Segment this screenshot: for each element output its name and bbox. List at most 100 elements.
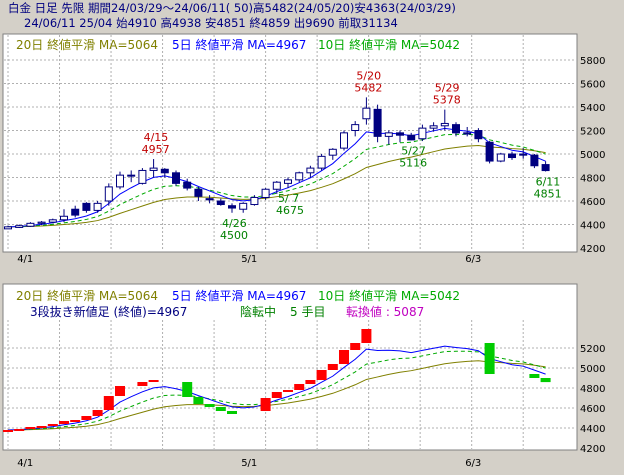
candle-body (71, 208, 80, 216)
y-tick-label: 5200 (580, 344, 605, 355)
sub-x-axis: 4/1 5/1 6/3 (17, 458, 481, 469)
sub-ma-lines (7, 345, 546, 431)
new-price-bar (294, 384, 305, 390)
candle-body (496, 153, 505, 162)
candle-body (485, 141, 494, 162)
new-price-bar (260, 398, 271, 411)
ma10-line (7, 350, 546, 431)
candles (4, 97, 550, 230)
annotation-date: 6/11 (536, 176, 561, 189)
candle-body (104, 186, 113, 202)
candle-body (508, 153, 516, 159)
sub-plot-area (2, 283, 578, 451)
y-tick-label: 5400 (580, 103, 605, 114)
main-grid (4, 35, 576, 251)
candle-body (149, 167, 158, 171)
y-tick-label: 4400 (580, 424, 605, 435)
legend2-ma10: 10日 終値平滑 MA=5042 (318, 288, 460, 303)
new-price-bar (327, 364, 338, 370)
candle-body (205, 198, 214, 201)
ma5-line (7, 345, 546, 431)
candle-body (373, 108, 382, 137)
annotation-date: 4/15 (144, 131, 169, 144)
candle-body (48, 219, 57, 223)
ma20-line (7, 360, 546, 431)
candle-body (384, 132, 393, 137)
new-price-bar (47, 424, 58, 426)
candle-body (519, 153, 528, 156)
new-price-bar (283, 390, 293, 392)
new-price-bar (361, 329, 372, 343)
candle-body (440, 122, 449, 127)
candle-body (93, 202, 102, 211)
candle-body (396, 132, 404, 136)
y-tick-label: 5000 (580, 150, 605, 161)
new-price-bar (305, 380, 316, 384)
new-price-bar (339, 350, 349, 364)
candle-body (272, 181, 281, 190)
candle-body (474, 130, 483, 140)
legend-ma10: 10日 終値平滑 MA=5042 (318, 37, 460, 52)
x-tick-label: 4/1 (17, 254, 33, 265)
header-line1: 白金 日足 先限 期間24/03/29～24/06/11( 50)高5482(2… (8, 1, 456, 15)
candle-body (138, 169, 147, 184)
candle-body (4, 226, 12, 230)
annotation-value: 5482 (354, 81, 382, 94)
new-price-bar (204, 404, 215, 407)
candle-body (82, 202, 91, 211)
candle-body (429, 125, 438, 129)
y-tick-label: 4600 (580, 197, 605, 208)
candle-body (116, 174, 124, 188)
candle-body (228, 205, 236, 209)
candle-body (317, 155, 326, 169)
kagi-trend: 陰転中 (240, 304, 276, 319)
candle-body (328, 148, 337, 156)
new-price-bar (215, 407, 226, 411)
legend-ma5: 5日 終値平滑 MA=4967 (172, 37, 306, 52)
candle-body (26, 222, 35, 227)
candle-body (160, 168, 169, 174)
candle-body (340, 132, 348, 149)
kagi-info-label: 3段抜き新値足 (終値)=4967 (30, 304, 187, 319)
candle-body (261, 188, 270, 198)
legend2-ma5: 5日 終値平滑 MA=4967 (172, 288, 306, 303)
candle-body (183, 181, 192, 189)
new-price-bar (316, 370, 327, 380)
sub-grid (4, 320, 576, 449)
y-tick-label: 4400 (580, 221, 605, 232)
y-tick-label: 4800 (580, 174, 605, 185)
y-tick-label: 5000 (580, 364, 605, 375)
y-tick-label: 4800 (580, 384, 605, 395)
header-line2: 24/06/11 25/04 始4910 高4938 安4851 終4859 出… (24, 16, 398, 30)
new-price-bar (59, 421, 69, 424)
new-price-bar (540, 378, 551, 383)
candle-body (452, 124, 460, 134)
annotation-date: 5/20 (356, 69, 381, 82)
candle-body (351, 124, 360, 131)
candle-body (295, 172, 304, 181)
annotation-date: 5/27 (401, 144, 426, 157)
x-tick-label: 6/3 (465, 458, 481, 469)
candle-body (60, 215, 68, 221)
kagi-step: 5 手目 (290, 305, 325, 319)
candle-body (418, 127, 427, 140)
new-price-bar (227, 411, 237, 414)
new-price-bar (14, 429, 25, 431)
candle-body (194, 188, 203, 197)
x-tick-label: 5/1 (241, 254, 257, 265)
candle-body (216, 200, 225, 206)
y-tick-label: 4200 (580, 444, 605, 455)
annotation-value: 4957 (142, 143, 170, 156)
legend-ma20: 20日 終値平滑 MA=5064 (16, 37, 158, 52)
annotation-date: 5/29 (435, 82, 460, 95)
candle-body (239, 202, 248, 210)
new-price-bar (103, 396, 114, 410)
candle-body (172, 172, 180, 184)
new-price-bar (92, 410, 103, 416)
annotation-value: 5378 (433, 94, 461, 107)
x-tick-label: 6/3 (465, 254, 481, 265)
new-price-bar (25, 427, 36, 429)
new-price-bar (137, 382, 148, 386)
